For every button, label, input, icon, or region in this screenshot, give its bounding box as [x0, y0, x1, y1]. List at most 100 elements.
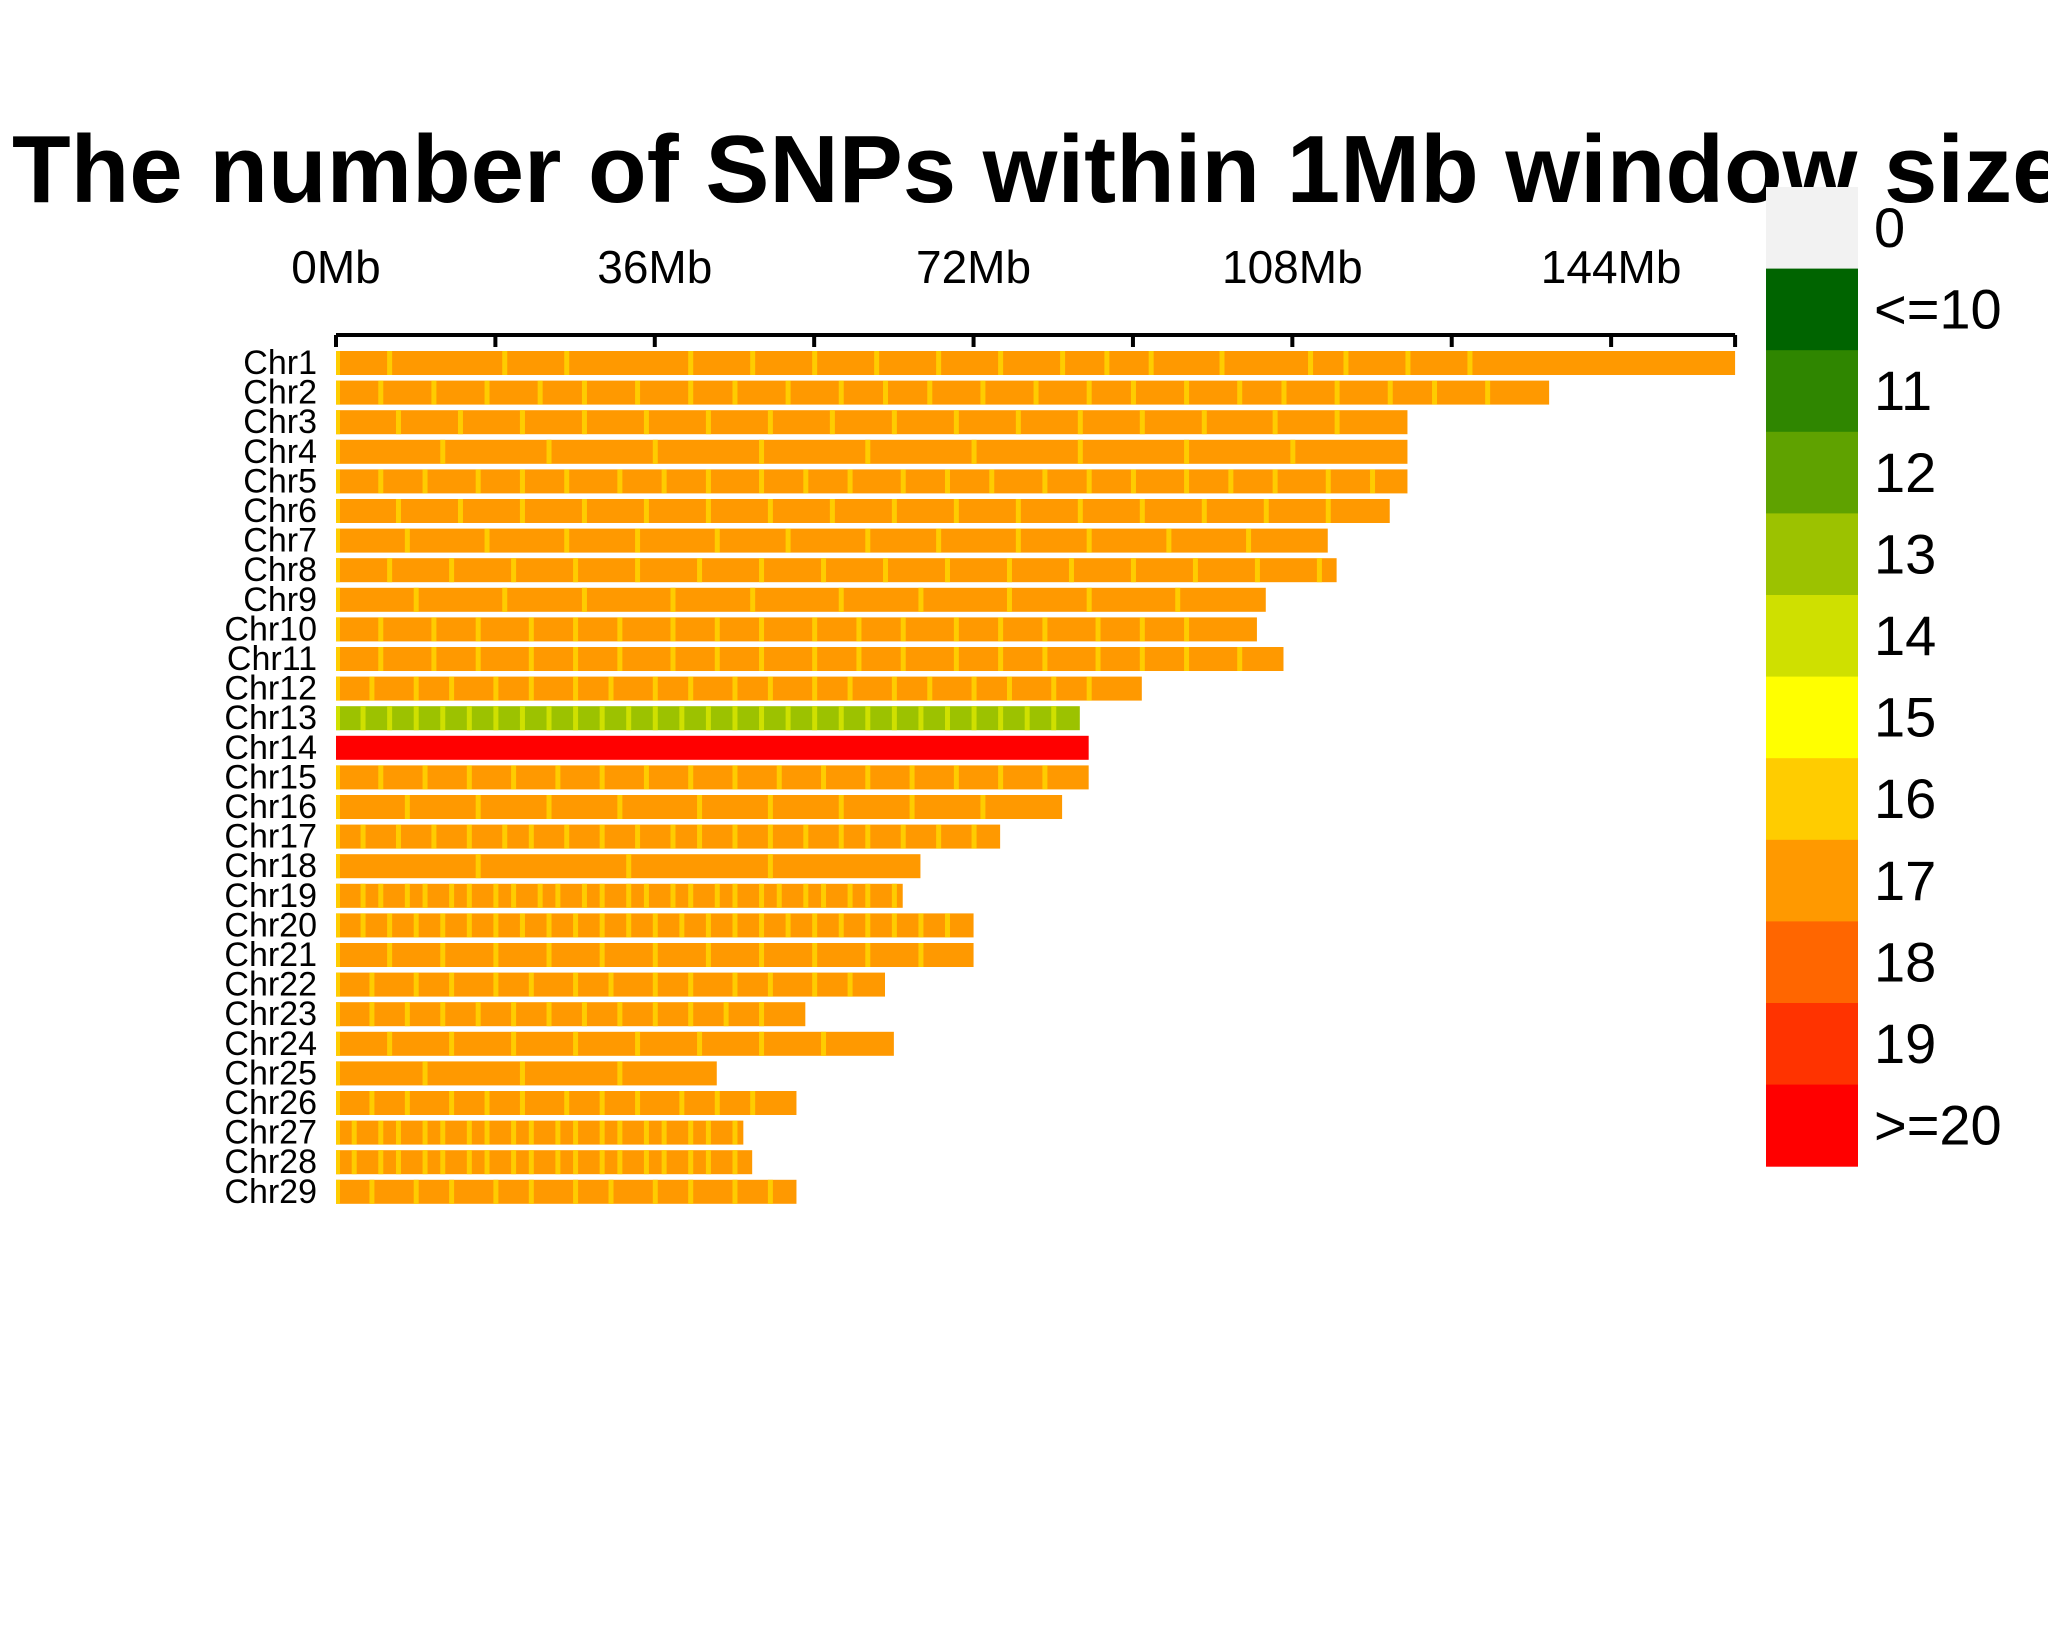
snp-window-cell	[652, 943, 658, 967]
snp-window-cell	[918, 587, 924, 612]
snp-window-cell	[732, 824, 738, 849]
snp-window-cell	[635, 528, 641, 553]
chromosome-bar	[336, 558, 1337, 583]
snp-window-cell	[1237, 380, 1243, 405]
snp-window-cell	[395, 824, 401, 849]
snp-window-cell	[369, 1179, 375, 1204]
snp-window-cell	[422, 1150, 428, 1175]
legend-label: 13	[1874, 522, 1936, 585]
legend-swatch	[1766, 513, 1858, 596]
snp-window-cell	[697, 795, 703, 819]
snp-window-cell	[1015, 499, 1021, 523]
snp-window-cell	[829, 410, 835, 435]
snp-window-cell	[519, 1061, 525, 1086]
snp-window-cell	[732, 883, 738, 908]
chromosome-label: Chr2	[243, 374, 317, 412]
snp-window-cell	[785, 913, 791, 938]
chromosome-bar	[336, 587, 1266, 612]
snp-window-cell	[387, 706, 393, 731]
snp-window-cell	[953, 647, 959, 671]
chromosome-row-chr20: Chr20	[224, 906, 974, 944]
snp-window-cell	[980, 795, 986, 819]
chromosome-row-chr14: Chr14	[224, 729, 1089, 767]
snp-window-cell	[750, 587, 756, 612]
snp-window-cell	[874, 351, 880, 375]
snp-window-cell	[1104, 351, 1110, 375]
snp-window-cell	[555, 1150, 561, 1175]
snp-window-cell	[1272, 410, 1278, 435]
snp-window-cell	[635, 1091, 641, 1115]
snp-window-cell	[776, 765, 782, 790]
snp-window-cell	[900, 617, 906, 642]
snp-window-cell	[351, 1150, 357, 1175]
snp-window-cell	[449, 1179, 455, 1204]
legend-label: 14	[1874, 604, 1936, 667]
snp-window-cell	[546, 913, 552, 938]
snp-window-cell	[475, 469, 481, 494]
snp-window-cell	[378, 883, 384, 908]
snp-window-cell	[812, 617, 818, 642]
snp-window-cell	[351, 1120, 357, 1145]
snp-window-cell	[1006, 558, 1012, 583]
snp-window-cell	[1086, 528, 1092, 553]
snp-window-cell	[475, 1002, 481, 1027]
snp-window-cell	[466, 883, 472, 908]
snp-window-cell	[697, 824, 703, 849]
snp-window-cell	[608, 972, 614, 997]
snp-window-cell	[643, 499, 649, 523]
snp-window-cell	[1077, 410, 1083, 435]
snp-window-cell	[573, 913, 579, 938]
chromosome-label: Chr19	[224, 877, 317, 915]
snp-window-cell	[847, 972, 853, 997]
snp-window-cell	[1432, 380, 1438, 405]
snp-window-cell	[336, 1002, 340, 1027]
chromosome-row-chr6: Chr6	[243, 492, 1390, 530]
snp-window-cell	[599, 1120, 605, 1145]
snp-window-cell	[918, 943, 924, 967]
snp-window-cell	[581, 1002, 587, 1027]
snp-window-cell	[635, 1031, 641, 1056]
snp-window-cell	[1343, 351, 1349, 375]
snp-window-cell	[856, 617, 862, 642]
snp-window-cell	[750, 1091, 756, 1115]
snp-window-cell	[1387, 380, 1393, 405]
snp-window-cell	[759, 558, 765, 583]
snp-window-cell	[1130, 558, 1136, 583]
snp-window-cell	[511, 1031, 517, 1056]
chromosome-label: Chr13	[224, 699, 317, 737]
snp-window-cell	[581, 883, 587, 908]
snp-window-cell	[519, 1091, 525, 1115]
snp-window-cell	[732, 913, 738, 938]
snp-window-cell	[449, 883, 455, 908]
chromosome-bar	[336, 410, 1408, 435]
snp-window-cell	[767, 1179, 773, 1204]
snp-window-cell	[821, 883, 827, 908]
chromosome-label: Chr20	[224, 906, 317, 944]
chromosome-label: Chr28	[224, 1143, 317, 1181]
chromosome-row-chr8: Chr8	[243, 551, 1337, 589]
chromosome-label: Chr7	[243, 522, 317, 560]
legend-label: 0	[1874, 196, 1905, 259]
snp-window-cell	[449, 1031, 455, 1056]
snp-window-cell	[1051, 676, 1057, 701]
snp-window-cell	[652, 676, 658, 701]
snp-window-cell	[1263, 499, 1269, 523]
snp-window-cell	[457, 499, 463, 523]
chromosome-row-chr29: Chr29	[224, 1173, 797, 1211]
snp-window-cell	[599, 1150, 605, 1175]
snp-window-cell	[336, 676, 340, 701]
chromosome-label: Chr11	[227, 640, 317, 678]
snp-window-cell	[1042, 647, 1048, 671]
snp-window-cell	[581, 410, 587, 435]
snp-window-cell	[1095, 647, 1101, 671]
snp-window-cell	[936, 351, 942, 375]
snp-window-cell	[546, 943, 552, 967]
snp-window-cell	[378, 765, 384, 790]
snp-window-cell	[336, 647, 340, 671]
snp-window-cell	[1148, 351, 1154, 375]
snp-window-cell	[1024, 706, 1030, 731]
x-axis: 0Mb 36Mb 72Mb 108Mb 144Mb	[291, 241, 1738, 347]
snp-window-cell	[573, 647, 579, 671]
snp-window-cell	[652, 706, 658, 731]
chromosome-row-chr25: Chr25	[224, 1054, 717, 1092]
